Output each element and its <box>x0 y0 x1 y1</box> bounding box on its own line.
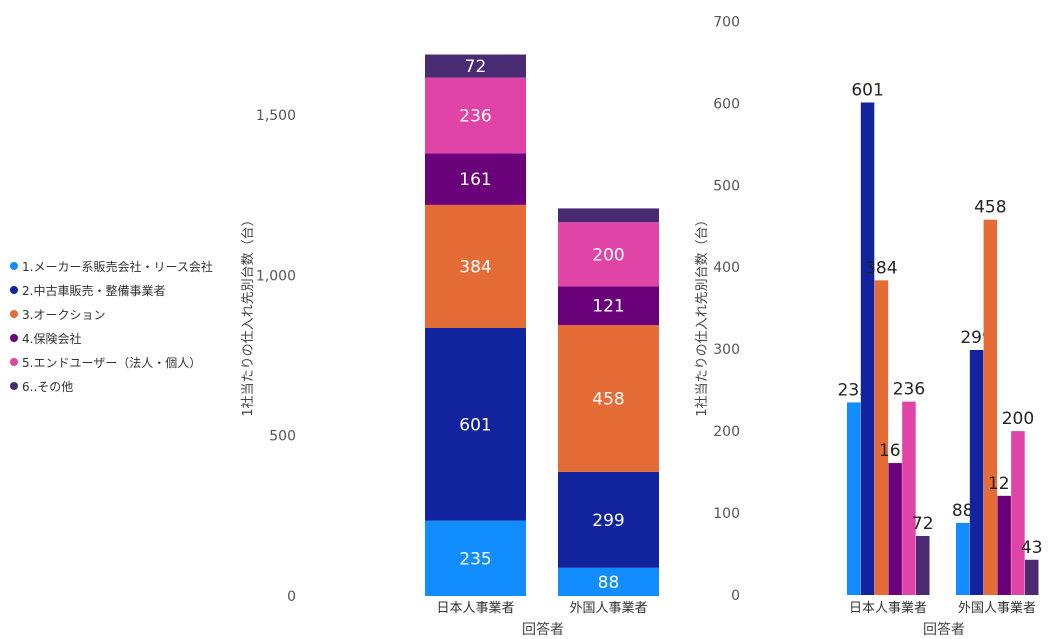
legend-item[interactable]: 4.保険会社 <box>10 326 242 350</box>
x-category-label: 外国人事業者 <box>958 600 1036 616</box>
legend-label: 1.メーカー系販売会社・リース会社 <box>22 259 213 274</box>
y-tick-label: 200 <box>713 424 740 440</box>
y-tick-label: 500 <box>713 178 740 194</box>
clustered-bar[interactable] <box>874 280 889 595</box>
legend-label: 6..その他 <box>22 379 74 394</box>
clustered-bar[interactable] <box>983 219 998 595</box>
bar-data-label: 72 <box>912 514 934 534</box>
legend-marker-icon <box>10 334 18 342</box>
stacked-bar-segment[interactable] <box>558 222 659 287</box>
y-tick-label: 300 <box>713 342 740 358</box>
legend-label: 4.保険会社 <box>22 331 82 346</box>
clustered-bar[interactable] <box>860 102 875 595</box>
clustered-bar[interactable] <box>888 463 902 595</box>
legend-item[interactable]: 3.オークション <box>10 302 242 326</box>
y-axis-title: 1社当たりの仕入れ先別台数（台） <box>240 213 256 416</box>
clustered-bar[interactable] <box>916 535 930 595</box>
bar-data-label: 458 <box>974 198 1006 218</box>
stacked-bar-segment[interactable] <box>425 204 526 328</box>
x-category-label: 日本人事業者 <box>436 600 514 616</box>
clustered-bar[interactable] <box>997 495 1011 595</box>
stacked-bar-segment[interactable] <box>425 520 526 596</box>
y-tick-label: 700 <box>713 14 740 30</box>
segment-data-label: 235 <box>459 549 491 569</box>
bar-data-label: 43 <box>1021 538 1043 558</box>
y-tick-label: 100 <box>713 506 740 522</box>
bar-data-label: 601 <box>851 80 883 100</box>
segment-data-label: 88 <box>598 573 620 593</box>
segment-data-label: 200 <box>592 245 624 265</box>
legend-label: 3.オークション <box>22 307 106 322</box>
legend: 1.メーカー系販売会社・リース会社 2.中古車販売・整備事業者 3.オークション 4.… <box>10 254 242 398</box>
legend-marker-icon <box>10 262 18 270</box>
stacked-bar-segment[interactable] <box>558 471 659 568</box>
bar-data-label: 88 <box>952 501 974 521</box>
segment-data-label: 236 <box>459 106 491 126</box>
legend-item[interactable]: 1.メーカー系販売会社・リース会社 <box>10 254 242 278</box>
y-tick-label: 1,000 <box>256 268 296 284</box>
stacked-bar-segment[interactable] <box>425 153 526 205</box>
x-axis-title: 回答者 <box>522 621 564 638</box>
legend-item[interactable]: 2.中古車販売・整備事業者 <box>10 278 242 302</box>
y-tick-label: 400 <box>713 260 740 276</box>
legend-label: 5.エンドユーザー（法人・個人） <box>22 355 202 370</box>
stacked-bar-segment[interactable] <box>425 54 526 78</box>
legend-item[interactable]: 6..その他 <box>10 374 242 398</box>
y-axis-title: 1社当たりの仕入れ先別台数（台） <box>694 213 710 416</box>
clustered-bar[interactable] <box>902 401 916 595</box>
segment-data-label: 601 <box>459 415 491 435</box>
segment-data-label: 161 <box>459 170 491 190</box>
stacked-bar-segment[interactable] <box>558 325 659 472</box>
legend-item[interactable]: 5.エンドユーザー（法人・個人） <box>10 350 242 374</box>
y-tick-label: 1,500 <box>256 108 296 124</box>
bar-data-label: 200 <box>1002 409 1034 429</box>
legend-label: 2.中古車販売・整備事業者 <box>22 283 166 298</box>
x-axis-title: 回答者 <box>923 621 965 638</box>
legend-marker-icon <box>10 310 18 318</box>
stacked-bar-segment[interactable] <box>558 208 659 223</box>
stacked-bar-segment[interactable] <box>558 567 659 596</box>
segment-data-label: 72 <box>465 57 487 77</box>
y-tick-label: 0 <box>287 589 296 605</box>
bar-data-label: 236 <box>893 380 925 400</box>
x-category-label: 日本人事業者 <box>849 600 927 616</box>
segment-data-label: 299 <box>592 511 624 531</box>
segment-data-label: 458 <box>592 390 624 410</box>
clustered-bar[interactable] <box>847 402 861 595</box>
x-category-label: 外国人事業者 <box>569 600 647 616</box>
stacked-bar-segment[interactable] <box>425 327 526 521</box>
stacked-bar-segment[interactable] <box>425 77 526 154</box>
stacked-bar-segment[interactable] <box>558 286 659 326</box>
clustered-bar[interactable] <box>969 349 984 595</box>
y-tick-label: 0 <box>731 588 740 604</box>
clustered-bar[interactable] <box>956 522 970 595</box>
legend-marker-icon <box>10 358 18 366</box>
legend-marker-icon <box>10 286 18 294</box>
legend-marker-icon <box>10 382 18 390</box>
segment-data-label: 121 <box>592 297 624 317</box>
bar-data-label: 384 <box>865 258 897 278</box>
clustered-bar[interactable] <box>1011 431 1025 595</box>
y-tick-label: 500 <box>269 429 296 445</box>
y-tick-label: 600 <box>713 96 740 112</box>
segment-data-label: 384 <box>459 257 491 277</box>
clustered-bar[interactable] <box>1025 559 1039 595</box>
